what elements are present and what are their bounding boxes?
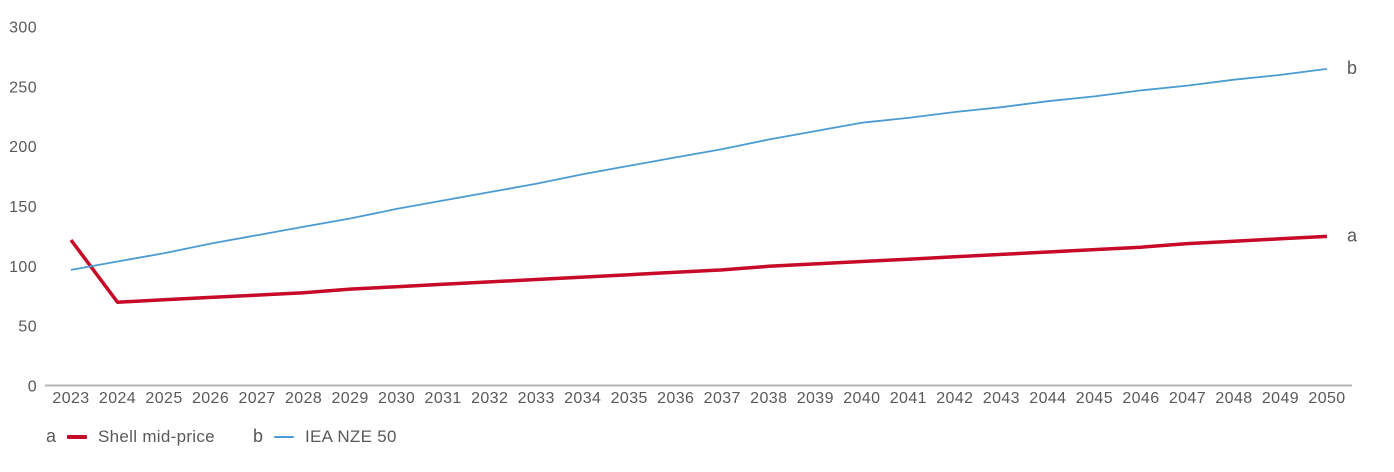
x-tick-label: 2028 bbox=[285, 390, 322, 407]
legend-label-iea-nze-50: IEA NZE 50 bbox=[304, 426, 397, 446]
x-tick-label: 2032 bbox=[471, 390, 508, 407]
x-tick-label: 2035 bbox=[611, 390, 648, 407]
x-tick-label: 2040 bbox=[843, 390, 880, 407]
y-tick-label: 250 bbox=[9, 79, 37, 96]
x-tick-label: 2039 bbox=[797, 390, 834, 407]
x-tick-label: 2044 bbox=[1029, 390, 1066, 407]
y-tick-label: 100 bbox=[9, 259, 37, 276]
x-tick-label: 2048 bbox=[1215, 390, 1252, 407]
x-tick-label: 2025 bbox=[145, 390, 182, 407]
x-tick-label: 2049 bbox=[1262, 390, 1299, 407]
legend-tag-b: b bbox=[252, 426, 263, 446]
x-tick-label: 2041 bbox=[890, 390, 927, 407]
x-tick-label: 2034 bbox=[564, 390, 601, 407]
x-tick-label: 2029 bbox=[332, 390, 369, 407]
x-tick-label: 2036 bbox=[657, 390, 694, 407]
x-tick-label: 2046 bbox=[1122, 390, 1159, 407]
series-end-label-b: b bbox=[1347, 58, 1357, 78]
legend-tag-a: a bbox=[46, 426, 57, 446]
y-tick-label: 300 bbox=[9, 20, 37, 37]
x-tick-label: 2024 bbox=[99, 390, 136, 407]
legend-swatch-iea-nze-50 bbox=[273, 435, 294, 438]
chart-legend: a Shell mid-price b IEA NZE 50 bbox=[46, 426, 1394, 447]
x-tick-label: 2037 bbox=[704, 390, 741, 407]
x-tick-label: 2026 bbox=[192, 390, 229, 407]
legend-swatch-shell-mid-price bbox=[67, 434, 88, 439]
x-tick-label: 2047 bbox=[1169, 390, 1206, 407]
y-tick-label: 150 bbox=[9, 199, 37, 216]
x-tick-label: 2043 bbox=[983, 390, 1020, 407]
x-tick-label: 2038 bbox=[750, 390, 787, 407]
x-tick-label: 2042 bbox=[936, 390, 973, 407]
y-tick-label: 200 bbox=[9, 139, 37, 156]
legend-label-shell-mid-price: Shell mid-price bbox=[98, 426, 215, 446]
x-tick-label: 2027 bbox=[238, 390, 275, 407]
x-tick-label: 2031 bbox=[425, 390, 462, 407]
series-line-b bbox=[70, 68, 1328, 271]
legend-item-iea-nze-50: b IEA NZE 50 bbox=[253, 426, 397, 447]
series-end-label-a: a bbox=[1347, 225, 1358, 245]
x-tick-label: 2045 bbox=[1076, 390, 1113, 407]
x-tick-label: 2050 bbox=[1308, 390, 1345, 407]
chart-canvas: 0 50 100 150 200 250 300 2023 2024 2025 2026 2027 20… bbox=[9, 20, 1358, 408]
y-tick-label: 0 bbox=[28, 379, 37, 396]
x-tick-label: 2023 bbox=[52, 390, 89, 407]
y-tick-label: 50 bbox=[18, 319, 37, 336]
x-tick-label: 2030 bbox=[378, 390, 415, 407]
x-tick-label: 2033 bbox=[518, 390, 555, 407]
legend-item-shell-mid-price: a Shell mid-price bbox=[46, 426, 215, 447]
series-line-a bbox=[69, 234, 1328, 304]
